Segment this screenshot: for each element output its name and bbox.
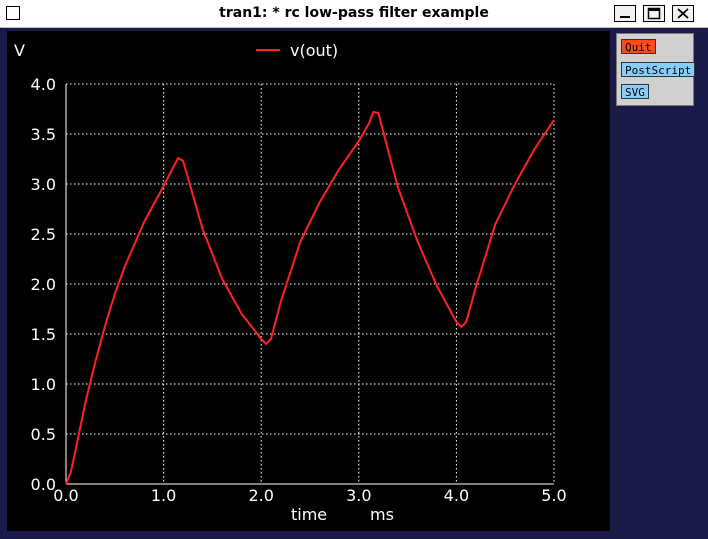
- x-axis-unit: ms: [370, 505, 394, 524]
- legend-label: v(out): [290, 41, 338, 60]
- y-tick-label: 2.5: [31, 225, 56, 244]
- x-tick-label: 3.0: [346, 486, 371, 505]
- x-tick-label: 5.0: [541, 486, 566, 505]
- x-tick-label: 4.0: [444, 486, 469, 505]
- y-tick-label: 3.0: [31, 175, 56, 194]
- svg-button[interactable]: SVG: [621, 84, 649, 99]
- minimize-icon: [620, 16, 630, 18]
- y-tick-label: 0.0: [31, 475, 56, 494]
- x-tick-label: 2.0: [248, 486, 273, 505]
- maximize-button[interactable]: [643, 5, 665, 22]
- y-tick-label: 0.5: [31, 425, 56, 444]
- y-tick-label: 1.5: [31, 325, 56, 344]
- x-axis-label: time: [291, 505, 327, 524]
- minimize-button[interactable]: [614, 5, 636, 22]
- x-tick-label: 0.0: [53, 486, 78, 505]
- grid-lines: [65, 83, 555, 485]
- y-axis-label: V: [14, 41, 25, 60]
- close-button[interactable]: [672, 5, 694, 22]
- plot-area[interactable]: 0.0 1.0 2.0 3.0 4.0 5.0 0.0 0.5 1.0 1.5 2.0 2.5 3.0 3…: [7, 31, 610, 531]
- maximize-icon: [647, 7, 661, 20]
- close-icon: [677, 8, 689, 19]
- postscript-button[interactable]: PostScript: [621, 62, 696, 77]
- x-tick-label: 1.0: [151, 486, 176, 505]
- title-bar[interactable]: tran1: * rc low-pass filter example: [0, 0, 708, 28]
- tick-labels: 0.0 1.0 2.0 3.0 4.0 5.0 0.0 0.5 1.0 1.5 2.0 2.5 3.0 3…: [31, 75, 567, 505]
- y-tick-label: 2.0: [31, 275, 56, 294]
- legend: v(out): [256, 41, 338, 60]
- y-tick-label: 4.0: [31, 75, 56, 94]
- series-layer: [65, 111, 555, 485]
- window-title: tran1: * rc low-pass filter example: [219, 5, 489, 21]
- chart-svg: 0.0 1.0 2.0 3.0 4.0 5.0 0.0 0.5 1.0 1.5 2.0 2.5 3.0 3…: [14, 41, 567, 524]
- button-panel: Quit PostScript SVG: [616, 33, 696, 106]
- quit-button[interactable]: Quit: [621, 39, 656, 54]
- series-line-v-out: [65, 111, 555, 485]
- y-tick-label: 1.0: [31, 375, 56, 394]
- y-tick-label: 3.5: [31, 125, 56, 144]
- window-menu-icon[interactable]: [6, 6, 20, 20]
